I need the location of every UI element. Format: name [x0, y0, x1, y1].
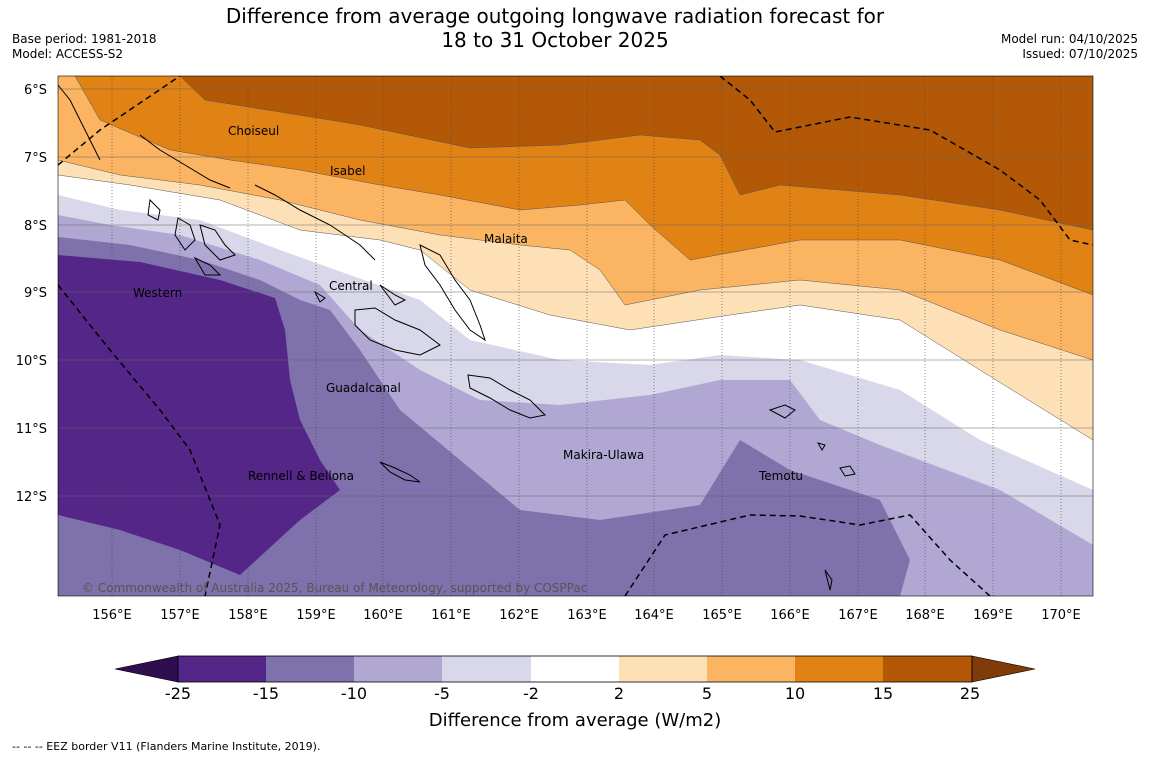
- eez-border: [58, 76, 1093, 596]
- colorbar-swatch: [442, 656, 531, 682]
- region-label-central: Central: [329, 279, 373, 293]
- contour-map: Choiseul Isabel Malaita Western Central …: [58, 76, 1093, 596]
- colorbar-tick: -25: [165, 684, 191, 703]
- lon-label: 170°E: [1041, 608, 1081, 623]
- region-label-rennell-bellona: Rennell & Bellona: [248, 469, 354, 483]
- lon-label: 157°E: [160, 608, 200, 623]
- island-outlines: [58, 84, 856, 591]
- colorbar-frame: [177, 655, 973, 683]
- lat-label: 8°S: [24, 219, 47, 234]
- colorbar: [114, 655, 1036, 683]
- colorbar-extend-high: [971, 655, 1036, 683]
- title-line-2: 18 to 31 October 2025: [441, 28, 669, 52]
- colorbar-swatch: [883, 656, 972, 682]
- colorbar-tick: 2: [614, 684, 624, 703]
- region-label-choiseul: Choiseul: [228, 124, 279, 138]
- colorbar-tick: -15: [253, 684, 279, 703]
- lat-label: 10°S: [16, 354, 47, 369]
- lat-label: 7°S: [24, 151, 47, 166]
- colorbar-swatch: [178, 656, 266, 682]
- copyright-notice: © Commonwealth of Australia 2025, Bureau…: [82, 581, 587, 595]
- colorbar-ticks: -25 -15 -10 -5 -2 2 5 10 15 25 Differenc…: [165, 684, 980, 731]
- region-label-isabel: Isabel: [330, 164, 365, 178]
- colorbar-tick: -2: [523, 684, 539, 703]
- model-run: Model run: 04/10/2025: [1000, 32, 1138, 46]
- colorbar-swatch: [707, 656, 795, 682]
- longitude-axis: 156°E 157°E 158°E 159°E 160°E 161°E 162°…: [92, 608, 1081, 623]
- colorbar-swatch: [266, 656, 354, 682]
- region-labels: Choiseul Isabel Malaita Western Central …: [133, 124, 803, 483]
- lon-label: 156°E: [92, 608, 132, 623]
- region-label-malaita: Malaita: [484, 232, 528, 246]
- colorbar-tick: 5: [702, 684, 712, 703]
- lon-label: 158°E: [228, 608, 268, 623]
- region-label-makira-ulawa: Makira-Ulawa: [563, 448, 644, 462]
- contour-lines: [58, 76, 1093, 441]
- region-label-western: Western: [133, 286, 182, 300]
- model-name: Model: ACCESS-S2: [12, 47, 124, 61]
- eez-footnote: -- -- -- EEZ border V11 (Flanders Marine…: [12, 740, 321, 753]
- base-info: Base period: 1981-2018 Model: ACCESS-S2: [12, 32, 157, 62]
- lat-label: 9°S: [24, 286, 47, 301]
- lon-label: 169°E: [973, 608, 1013, 623]
- lon-label: 167°E: [838, 608, 878, 623]
- lat-label: 12°S: [16, 490, 47, 505]
- colorbar-extend-low: [114, 655, 179, 683]
- lon-label: 162°E: [499, 608, 539, 623]
- lon-label: 165°E: [702, 608, 742, 623]
- colorbar-tick: 25: [960, 684, 980, 703]
- colorbar-swatch: [354, 656, 442, 682]
- colorbar-swatch: [531, 656, 619, 682]
- lon-label: 163°E: [567, 608, 607, 623]
- colorbar-tick: 15: [873, 684, 893, 703]
- latitude-axis: 6°S 7°S 8°S 9°S 10°S 11°S 12°S: [16, 83, 47, 505]
- lon-label: 161°E: [431, 608, 471, 623]
- colorbar-swatch: [619, 656, 707, 682]
- map-title: Difference from average outgoing longwav…: [200, 4, 910, 52]
- region-label-temotu: Temotu: [758, 469, 803, 483]
- colorbar-title: Difference from average (W/m2): [429, 710, 721, 731]
- title-line-1: Difference from average outgoing longwav…: [225, 4, 885, 28]
- lon-label: 159°E: [296, 608, 336, 623]
- issued-date: Issued: 07/10/2025: [1022, 47, 1138, 61]
- colorbar-tick: -10: [341, 684, 367, 703]
- map-frame: [57, 75, 1094, 597]
- base-period: Base period: 1981-2018: [12, 32, 157, 46]
- band-neg25-neg15: [58, 255, 340, 575]
- colorbar-swatch: [795, 656, 883, 682]
- region-label-guadalcanal: Guadalcanal: [326, 381, 401, 395]
- lat-gridlines: [58, 88, 1093, 497]
- lon-label: 168°E: [905, 608, 945, 623]
- lat-label: 11°S: [16, 422, 47, 437]
- lon-label: 164°E: [634, 608, 674, 623]
- colorbar-tick: 10: [785, 684, 805, 703]
- lon-label: 160°E: [363, 608, 403, 623]
- run-info: Model run: 04/10/2025 Issued: 07/10/2025: [1001, 32, 1138, 62]
- colorbar-tick: -5: [434, 684, 450, 703]
- lon-label: 166°E: [770, 608, 810, 623]
- lat-label: 6°S: [24, 83, 47, 98]
- map-figure: Choiseul Isabel Malaita Western Central …: [16, 75, 1094, 731]
